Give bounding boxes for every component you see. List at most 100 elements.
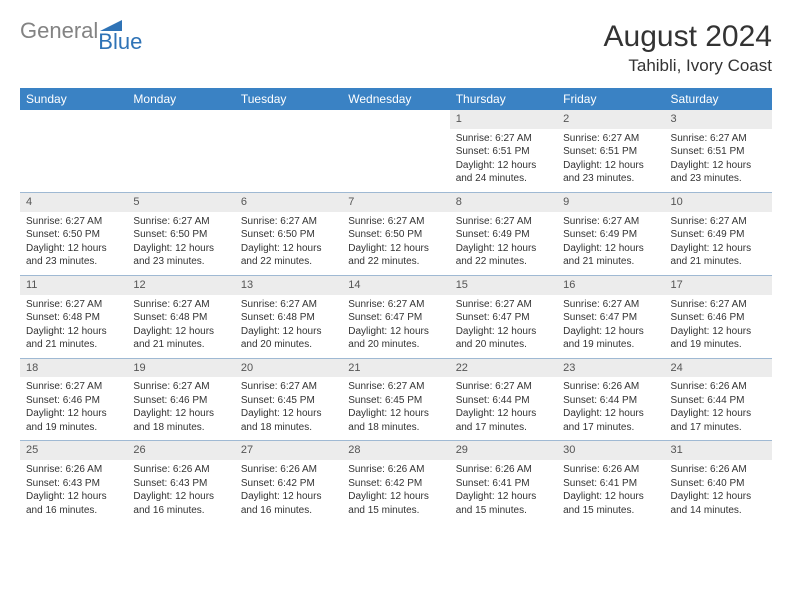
calendar-cell: 8Sunrise: 6:27 AMSunset: 6:49 PMDaylight… [450,192,557,275]
daylight-text: Daylight: 12 hours and 16 minutes. [241,490,336,517]
sunset-text: Sunset: 6:44 PM [563,394,658,408]
sunrise-text: Sunrise: 6:27 AM [348,380,443,394]
day-number: 8 [450,193,557,212]
sunrise-text: Sunrise: 6:27 AM [671,215,766,229]
calendar-cell: 5Sunrise: 6:27 AMSunset: 6:50 PMDaylight… [127,192,234,275]
sunrise-text: Sunrise: 6:27 AM [456,298,551,312]
day-number: 30 [557,441,664,460]
daylight-text: Daylight: 12 hours and 23 minutes. [26,242,121,269]
day-body: Sunrise: 6:27 AMSunset: 6:49 PMDaylight:… [665,212,772,275]
day-number: 4 [20,193,127,212]
day-number: 9 [557,193,664,212]
calendar-row: 1Sunrise: 6:27 AMSunset: 6:51 PMDaylight… [20,110,772,192]
sunrise-text: Sunrise: 6:27 AM [671,298,766,312]
day-number: 13 [235,276,342,295]
day-number: 7 [342,193,449,212]
sunrise-text: Sunrise: 6:27 AM [348,298,443,312]
header: General Blue August 2024 Tahibli, Ivory … [20,20,772,76]
day-body: Sunrise: 6:27 AMSunset: 6:47 PMDaylight:… [342,295,449,358]
daylight-text: Daylight: 12 hours and 17 minutes. [563,407,658,434]
daylight-text: Daylight: 12 hours and 15 minutes. [456,490,551,517]
calendar-cell: 14Sunrise: 6:27 AMSunset: 6:47 PMDayligh… [342,275,449,358]
day-body: Sunrise: 6:27 AMSunset: 6:48 PMDaylight:… [20,295,127,358]
sunset-text: Sunset: 6:51 PM [563,145,658,159]
day-body: Sunrise: 6:27 AMSunset: 6:51 PMDaylight:… [450,129,557,192]
sunrise-text: Sunrise: 6:27 AM [456,132,551,146]
daylight-text: Daylight: 12 hours and 18 minutes. [241,407,336,434]
day-number: 20 [235,359,342,378]
day-body: Sunrise: 6:27 AMSunset: 6:44 PMDaylight:… [450,377,557,440]
sunrise-text: Sunrise: 6:27 AM [133,215,228,229]
calendar-cell: 6Sunrise: 6:27 AMSunset: 6:50 PMDaylight… [235,192,342,275]
sunrise-text: Sunrise: 6:26 AM [671,463,766,477]
daylight-text: Daylight: 12 hours and 15 minutes. [563,490,658,517]
sunset-text: Sunset: 6:48 PM [26,311,121,325]
sunset-text: Sunset: 6:40 PM [671,477,766,491]
day-number: 18 [20,359,127,378]
sunrise-text: Sunrise: 6:27 AM [26,298,121,312]
sunset-text: Sunset: 6:50 PM [133,228,228,242]
daylight-text: Daylight: 12 hours and 22 minutes. [348,242,443,269]
weekday-header-row: SundayMondayTuesdayWednesdayThursdayFrid… [20,88,772,110]
calendar-cell: 12Sunrise: 6:27 AMSunset: 6:48 PMDayligh… [127,275,234,358]
calendar-cell: 19Sunrise: 6:27 AMSunset: 6:46 PMDayligh… [127,358,234,441]
day-body: Sunrise: 6:26 AMSunset: 6:41 PMDaylight:… [450,460,557,523]
calendar-cell: 11Sunrise: 6:27 AMSunset: 6:48 PMDayligh… [20,275,127,358]
calendar-cell: 9Sunrise: 6:27 AMSunset: 6:49 PMDaylight… [557,192,664,275]
sunset-text: Sunset: 6:45 PM [241,394,336,408]
logo: General Blue [20,20,142,53]
day-body: Sunrise: 6:27 AMSunset: 6:51 PMDaylight:… [557,129,664,192]
sunset-text: Sunset: 6:42 PM [241,477,336,491]
sunset-text: Sunset: 6:51 PM [671,145,766,159]
calendar-cell: 26Sunrise: 6:26 AMSunset: 6:43 PMDayligh… [127,441,234,523]
sunrise-text: Sunrise: 6:27 AM [348,215,443,229]
day-body: Sunrise: 6:26 AMSunset: 6:41 PMDaylight:… [557,460,664,523]
daylight-text: Daylight: 12 hours and 19 minutes. [671,325,766,352]
calendar-row: 4Sunrise: 6:27 AMSunset: 6:50 PMDaylight… [20,192,772,275]
weekday-header: Sunday [20,88,127,110]
daylight-text: Daylight: 12 hours and 19 minutes. [563,325,658,352]
calendar-cell: 24Sunrise: 6:26 AMSunset: 6:44 PMDayligh… [665,358,772,441]
calendar-cell: 10Sunrise: 6:27 AMSunset: 6:49 PMDayligh… [665,192,772,275]
calendar-cell: 16Sunrise: 6:27 AMSunset: 6:47 PMDayligh… [557,275,664,358]
sunrise-text: Sunrise: 6:26 AM [241,463,336,477]
sunrise-text: Sunrise: 6:26 AM [456,463,551,477]
day-body: Sunrise: 6:27 AMSunset: 6:50 PMDaylight:… [127,212,234,275]
day-number: 22 [450,359,557,378]
sunset-text: Sunset: 6:48 PM [241,311,336,325]
weekday-header: Wednesday [342,88,449,110]
calendar-row: 25Sunrise: 6:26 AMSunset: 6:43 PMDayligh… [20,441,772,523]
daylight-text: Daylight: 12 hours and 20 minutes. [241,325,336,352]
sunset-text: Sunset: 6:46 PM [133,394,228,408]
day-number: 31 [665,441,772,460]
calendar-cell: 22Sunrise: 6:27 AMSunset: 6:44 PMDayligh… [450,358,557,441]
daylight-text: Daylight: 12 hours and 24 minutes. [456,159,551,186]
daylight-text: Daylight: 12 hours and 16 minutes. [133,490,228,517]
day-body: Sunrise: 6:26 AMSunset: 6:43 PMDaylight:… [20,460,127,523]
daylight-text: Daylight: 12 hours and 21 minutes. [26,325,121,352]
day-number: 16 [557,276,664,295]
daylight-text: Daylight: 12 hours and 20 minutes. [456,325,551,352]
day-number: 27 [235,441,342,460]
page-title: August 2024 [604,20,772,54]
day-body: Sunrise: 6:27 AMSunset: 6:45 PMDaylight:… [342,377,449,440]
sunset-text: Sunset: 6:43 PM [133,477,228,491]
calendar-cell: 21Sunrise: 6:27 AMSunset: 6:45 PMDayligh… [342,358,449,441]
day-number: 24 [665,359,772,378]
sunrise-text: Sunrise: 6:27 AM [241,215,336,229]
weekday-header: Thursday [450,88,557,110]
daylight-text: Daylight: 12 hours and 21 minutes. [671,242,766,269]
daylight-text: Daylight: 12 hours and 23 minutes. [133,242,228,269]
calendar-cell: 20Sunrise: 6:27 AMSunset: 6:45 PMDayligh… [235,358,342,441]
sunrise-text: Sunrise: 6:26 AM [563,380,658,394]
day-body: Sunrise: 6:26 AMSunset: 6:43 PMDaylight:… [127,460,234,523]
day-number: 10 [665,193,772,212]
day-body: Sunrise: 6:27 AMSunset: 6:46 PMDaylight:… [127,377,234,440]
daylight-text: Daylight: 12 hours and 17 minutes. [671,407,766,434]
daylight-text: Daylight: 12 hours and 17 minutes. [456,407,551,434]
sunrise-text: Sunrise: 6:26 AM [348,463,443,477]
sunrise-text: Sunrise: 6:26 AM [671,380,766,394]
calendar-cell: 1Sunrise: 6:27 AMSunset: 6:51 PMDaylight… [450,110,557,192]
day-body: Sunrise: 6:27 AMSunset: 6:47 PMDaylight:… [450,295,557,358]
calendar-cell: 7Sunrise: 6:27 AMSunset: 6:50 PMDaylight… [342,192,449,275]
